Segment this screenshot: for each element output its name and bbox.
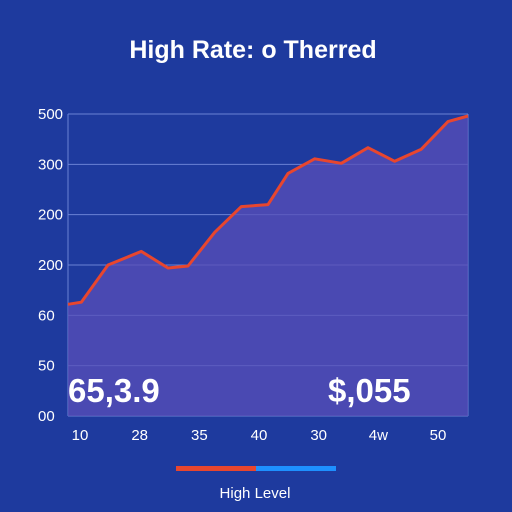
annotation-right: $,055 — [328, 372, 411, 409]
legend-label: High Level — [220, 485, 291, 502]
y-tick-label: 500 — [38, 106, 63, 123]
line-layer — [67, 114, 469, 306]
legend: High Level — [176, 466, 336, 502]
series-line — [67, 114, 469, 306]
x-tick-label: 35 — [191, 427, 208, 444]
x-tick-label: 28 — [131, 427, 148, 444]
legend-swatch-line — [176, 466, 256, 471]
y-tick-label: 00 — [38, 408, 55, 425]
legend-swatch-secondary — [256, 466, 336, 471]
annotation-left: 65,3.9 — [68, 372, 160, 409]
x-tick-label: 40 — [251, 427, 268, 444]
y-tick-label: 200 — [38, 207, 63, 224]
area-layer — [68, 116, 468, 416]
y-tick-label: 60 — [38, 307, 55, 324]
x-tick-label: 10 — [72, 427, 89, 444]
y-tick-label: 50 — [38, 358, 55, 375]
x-tick-label: 50 — [430, 427, 447, 444]
x-tick-label: 30 — [310, 427, 327, 444]
y-axis: 500 300 200 200 60 50 00 — [38, 106, 63, 425]
x-tick-label: 4w — [369, 427, 388, 444]
y-tick-label: 200 — [38, 257, 63, 274]
series-area — [68, 116, 468, 416]
chart-title: High Rate: o Therred — [129, 36, 376, 64]
y-tick-label: 300 — [38, 156, 63, 173]
x-axis: 10 28 35 40 30 4w 50 — [72, 427, 447, 444]
